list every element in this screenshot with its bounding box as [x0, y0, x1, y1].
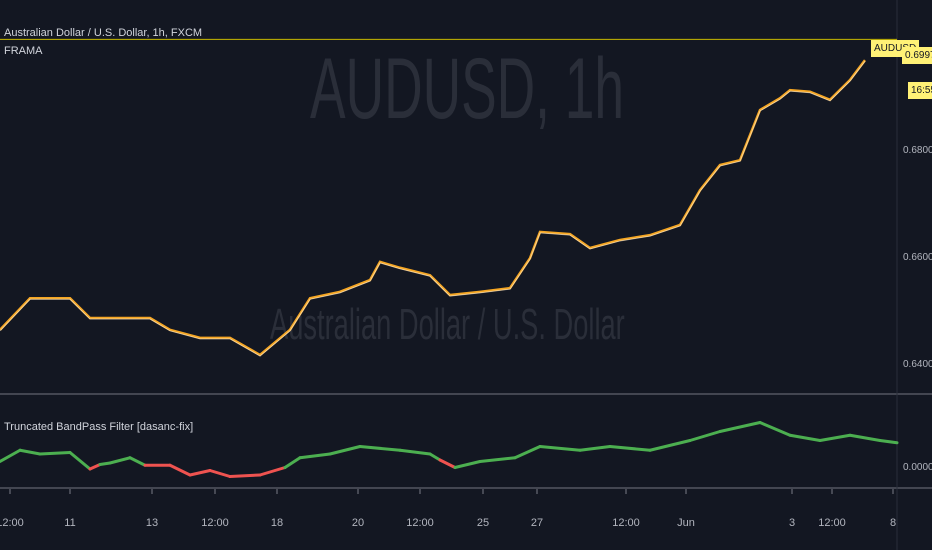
time-tick-label: 12:00	[612, 517, 640, 529]
bandpass-segment	[513, 445, 542, 460]
bandpass-segment	[88, 463, 102, 471]
time-tick-label: 12:00	[201, 517, 229, 529]
symbol-watermark: AUDUSD, 1h	[310, 41, 625, 137]
time-tick-label: 18	[271, 517, 283, 529]
bandpass-segment	[578, 445, 612, 452]
bandpass-segment	[358, 445, 402, 452]
bandpass-segment	[453, 460, 482, 469]
bandpass-segment	[0, 448, 22, 463]
bandpass-segment	[328, 445, 362, 456]
bandpass-segment	[108, 456, 132, 465]
bandpass-segment	[98, 461, 112, 466]
bandpass-segment	[428, 452, 442, 462]
bandpass-segment	[298, 452, 332, 460]
time-tick-label: Jun	[677, 517, 695, 529]
bandpass-segment	[188, 469, 212, 477]
time-tick-label: 27	[531, 517, 543, 529]
bandpass-segment	[818, 433, 852, 442]
last-price-tag: 0.69975	[902, 47, 932, 64]
time-tick-label: 12:00	[406, 517, 434, 529]
bandpass-segment	[878, 439, 899, 445]
bandpass-segment	[688, 430, 722, 442]
time-tick-label: 25	[477, 517, 489, 529]
bandpass-segment	[848, 433, 882, 442]
price-line	[0, 60, 866, 357]
bandpass-segment	[608, 445, 652, 452]
bandpass-segment	[478, 456, 517, 463]
indicator-legend[interactable]: Truncated BandPass Filter [dasanc-fix]	[4, 421, 194, 433]
frama-legend[interactable]: FRAMA	[4, 45, 43, 57]
frama-line	[0, 59, 866, 357]
bandpass-segment	[168, 463, 192, 477]
bandpass-segment	[228, 473, 262, 478]
time-tick-label: 8	[890, 517, 896, 529]
time-tick-label: 12:00	[818, 517, 846, 529]
chart-title: Australian Dollar / U.S. Dollar, 1h, FXC…	[4, 27, 203, 39]
bandpass-segment	[648, 439, 692, 452]
bandpass-segment	[538, 445, 582, 452]
bandpass-segment	[758, 421, 792, 437]
bandpass-segment	[788, 433, 822, 442]
bandpass-segment	[283, 456, 302, 469]
bandpass-segment	[208, 469, 232, 478]
description-watermark: Australian Dollar / U.S. Dollar	[270, 300, 625, 349]
time-tick-label: 20	[352, 517, 364, 529]
bandpass-segment	[258, 466, 287, 477]
bandpass-segment	[128, 456, 147, 467]
time-tick-label: 3	[789, 517, 795, 529]
time-tick-label: 12:00	[0, 517, 24, 529]
bandpass-segment	[438, 458, 457, 469]
time-tick-label: 13	[146, 517, 158, 529]
bandpass-segment	[398, 448, 432, 456]
bandpass-segment	[38, 451, 72, 456]
countdown-tag: 16:55	[908, 82, 932, 99]
bandpass-segment	[18, 448, 42, 456]
indicator-tick-label: 0.00000	[903, 462, 932, 473]
time-tick-label: 11	[64, 517, 75, 529]
bandpass-segment	[718, 421, 762, 433]
bandpass-segment	[68, 451, 92, 471]
